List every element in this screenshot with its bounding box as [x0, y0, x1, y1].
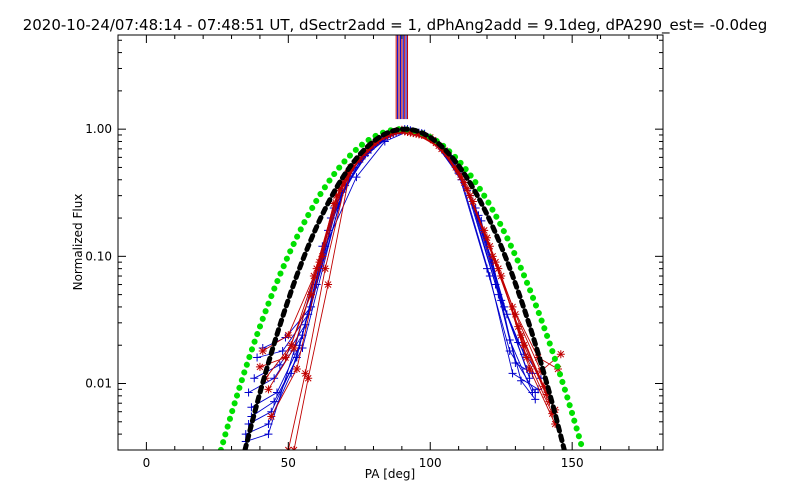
data-point [551, 420, 560, 429]
data-point [454, 168, 463, 177]
data-point [270, 397, 279, 406]
series-3 [250, 126, 545, 383]
data-point [264, 420, 273, 429]
series-14 [284, 126, 557, 450]
data-point [272, 388, 281, 397]
data-point [258, 347, 267, 356]
data-point [253, 353, 262, 362]
data-point [244, 388, 253, 397]
series-line [248, 130, 536, 425]
data-point [255, 362, 264, 371]
model-curve-1 [242, 126, 567, 450]
data-point [307, 290, 316, 299]
chart-title: 2020-10-24/07:48:14 - 07:48:51 UT, dSect… [23, 16, 768, 35]
series-8 [241, 126, 537, 439]
series-line [254, 130, 542, 379]
y-tick-label: 1.00 [85, 122, 112, 136]
data-point [275, 360, 284, 369]
data-point [511, 310, 520, 319]
data-point [292, 365, 301, 374]
axes-layer: 0 50 100 150 0.01 0.10 1.00 [85, 35, 663, 470]
plot-frame [117, 34, 664, 451]
data-point [468, 197, 477, 206]
series-0 [241, 125, 540, 446]
data-point [525, 365, 534, 374]
data-point [312, 264, 321, 273]
data-point [318, 252, 327, 261]
data-point [250, 374, 259, 383]
data-point [505, 335, 514, 344]
data-point [281, 353, 290, 362]
data-point [508, 369, 517, 378]
model-curve-line [217, 126, 586, 450]
data-point [488, 252, 497, 261]
data-point [457, 173, 466, 182]
data-point [335, 184, 344, 193]
data-point [267, 412, 276, 421]
data-point [332, 191, 341, 200]
data-point [386, 129, 395, 138]
data-point [497, 272, 506, 281]
data-point [321, 264, 330, 273]
series-6 [258, 127, 531, 374]
data-point [517, 331, 526, 340]
x-tick-label: 150 [561, 456, 584, 470]
data-point [278, 347, 287, 356]
series-11 [261, 128, 560, 414]
series-line [245, 129, 533, 435]
series-line [270, 130, 550, 417]
data-point [284, 331, 293, 340]
data-layer [217, 35, 586, 450]
y-tick-label: 0.01 [85, 377, 112, 391]
model-curve-line [242, 126, 567, 450]
data-point [264, 430, 273, 439]
data-point [264, 385, 273, 394]
x-tick-label: 100 [419, 456, 442, 470]
data-point [338, 178, 347, 187]
x-tick-label: 0 [143, 456, 151, 470]
data-point [289, 344, 298, 353]
series-7 [247, 126, 534, 421]
data-point [315, 258, 324, 267]
data-point [287, 369, 296, 378]
data-point [329, 199, 338, 208]
model-curve-0 [217, 126, 586, 450]
x-axis-label: PA [deg] [365, 467, 415, 481]
data-point [304, 374, 313, 383]
data-point [301, 369, 310, 378]
y-tick-label: 0.10 [85, 249, 112, 263]
x-tick-label: 50 [281, 456, 296, 470]
data-point [352, 173, 361, 182]
data-point [502, 310, 511, 319]
data-point [463, 184, 472, 193]
data-point [539, 382, 548, 391]
data-point [531, 395, 540, 404]
data-point [343, 169, 352, 178]
data-point [517, 376, 526, 385]
data-point [460, 178, 469, 187]
data-point [324, 280, 333, 289]
data-point [451, 163, 460, 172]
data-point [548, 409, 557, 418]
y-axis-label: Normalized Flux [71, 194, 85, 291]
series-line [293, 129, 556, 450]
data-point [528, 388, 537, 397]
data-point [525, 374, 534, 383]
data-point [519, 341, 528, 350]
data-point [556, 350, 565, 359]
series-line [268, 132, 548, 395]
data-point [522, 353, 531, 362]
